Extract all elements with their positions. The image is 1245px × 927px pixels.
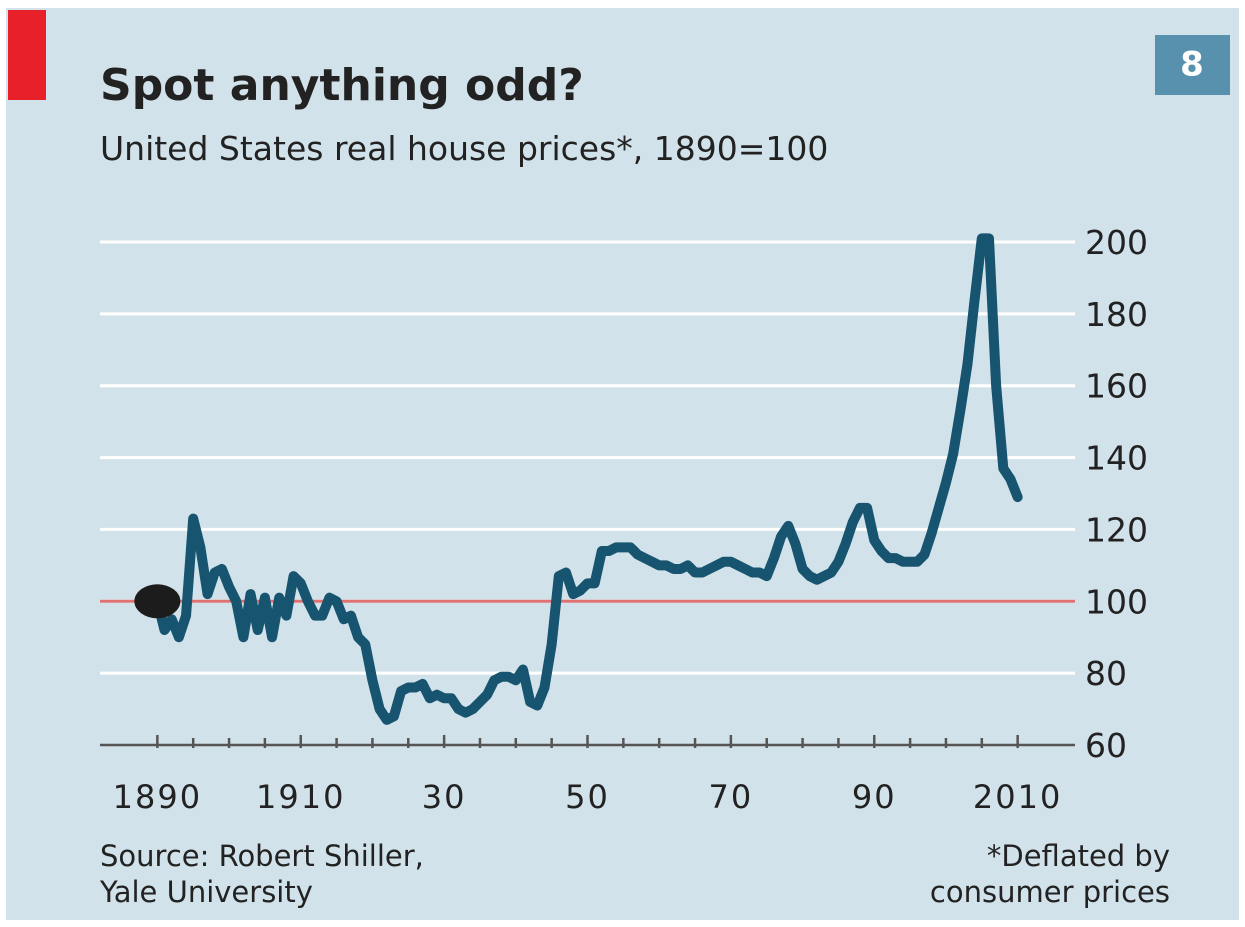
badge: 8 xyxy=(1180,45,1204,85)
highlight-dot xyxy=(134,584,181,619)
y-tick-label: 140 xyxy=(1085,439,1148,478)
x-tick-label: 90 xyxy=(852,778,897,816)
background xyxy=(6,8,1239,920)
x-tick-label: 70 xyxy=(709,778,754,816)
y-tick-label: 100 xyxy=(1085,582,1148,621)
footnote: consumer prices xyxy=(930,875,1170,909)
series-line xyxy=(152,233,1023,725)
badge-box xyxy=(1155,35,1230,95)
y-tick-label: 60 xyxy=(1085,726,1127,765)
x-tick-label: 30 xyxy=(422,778,467,816)
y-tick-label: 160 xyxy=(1085,367,1148,406)
x-tick-label: 2010 xyxy=(973,778,1062,816)
y-tick-label: 180 xyxy=(1085,295,1148,334)
x-tick-label: 1890 xyxy=(113,778,202,816)
source: Source: Robert Shiller, xyxy=(100,839,424,873)
x-tick-label: 50 xyxy=(565,778,610,816)
y-tick-label: 120 xyxy=(1085,510,1148,549)
footnote: *Deflated by xyxy=(987,839,1170,873)
y-tick-label: 80 xyxy=(1085,654,1127,693)
x-tick-label: 1910 xyxy=(256,778,345,816)
y-tick-label: 200 xyxy=(1085,223,1148,262)
subtitle: United States real house prices*, 1890=1… xyxy=(100,129,828,168)
red-tag xyxy=(8,10,46,100)
source: Yale University xyxy=(99,875,313,909)
chart-title: Spot anything odd? xyxy=(100,60,584,111)
